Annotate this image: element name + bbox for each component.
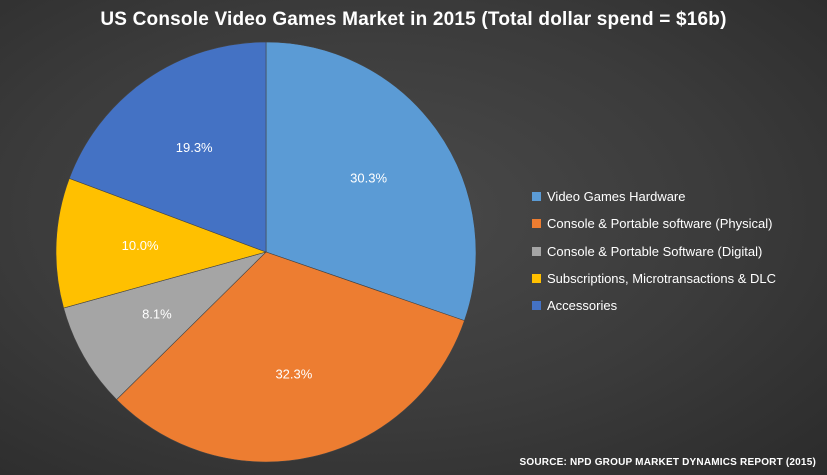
legend-label: Console & Portable software (Physical): [547, 216, 773, 232]
pie-slice-3: [63, 251, 268, 400]
source-note: SOURCE: NPD GROUP MARKET DYNAMICS REPORT…: [519, 457, 816, 468]
chart-title: US Console Video Games Market in 2015 (T…: [100, 9, 727, 30]
legend-label: Video Games Hardware: [547, 189, 686, 205]
pie-slice-1: [265, 41, 477, 322]
pie-slice-5: [68, 41, 267, 253]
legend-item-physical-software: Console & Portable software (Physical): [532, 210, 776, 237]
legend-label: Accessories: [547, 298, 618, 314]
legend-swatch: [532, 246, 541, 256]
legend-item-video-games-hardware: Video Games Hardware: [532, 183, 776, 210]
legend-swatch: [532, 274, 541, 284]
legend-swatch: [532, 192, 541, 202]
legend-label: Subscriptions, Microtransactions & DLC: [547, 271, 777, 287]
legend-label: Console & Portable Software (Digital): [547, 243, 763, 259]
legend-item-accessories: Accessories: [532, 292, 776, 319]
legend-swatch: [532, 219, 541, 229]
legend-item-subscriptions: Subscriptions, Microtransactions & DLC: [532, 265, 776, 292]
data-label: 8.1%: [142, 307, 172, 322]
data-label: 32.3%: [275, 366, 312, 381]
data-label: 19.3%: [176, 140, 213, 155]
legend-swatch: [532, 301, 541, 311]
legend: Video Games Hardware Console & Portable …: [532, 183, 776, 319]
data-label: 30.3%: [350, 170, 387, 185]
data-label: 10.0%: [122, 238, 159, 253]
pie-slice-2: [116, 251, 465, 463]
pie-slice-4: [55, 178, 267, 309]
legend-item-digital-software: Console & Portable Software (Digital): [532, 238, 776, 265]
